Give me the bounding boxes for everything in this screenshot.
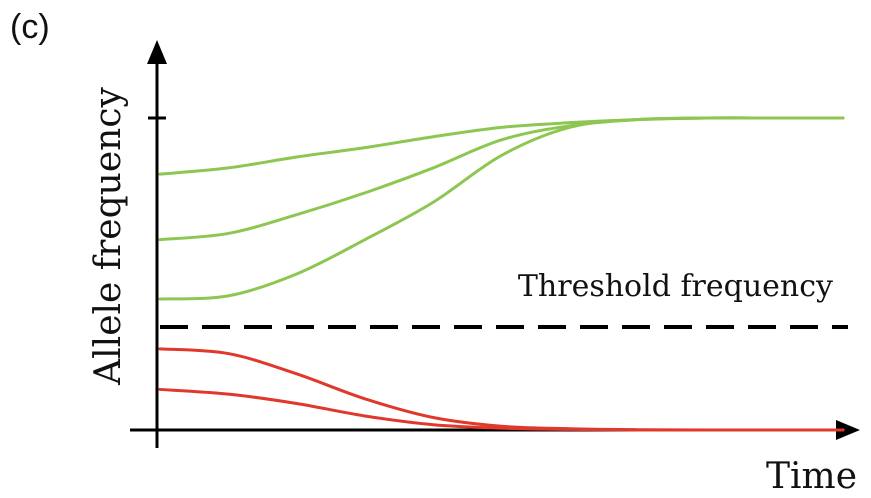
series-line-3 xyxy=(158,347,845,432)
series-layer xyxy=(158,116,845,432)
series-line-0 xyxy=(158,116,845,176)
series-line-1 xyxy=(158,116,845,242)
x-axis-label: Time xyxy=(766,456,857,497)
threshold-label: Threshold frequency xyxy=(518,269,833,304)
x-axis-arrowhead xyxy=(836,420,860,440)
y-axis-arrowhead xyxy=(147,40,167,64)
y-axis-label: Allele frequency xyxy=(88,87,129,386)
series-line-4 xyxy=(158,387,845,432)
series-line-2 xyxy=(158,116,845,301)
axes xyxy=(130,40,860,448)
panel-label: (c) xyxy=(10,8,50,46)
